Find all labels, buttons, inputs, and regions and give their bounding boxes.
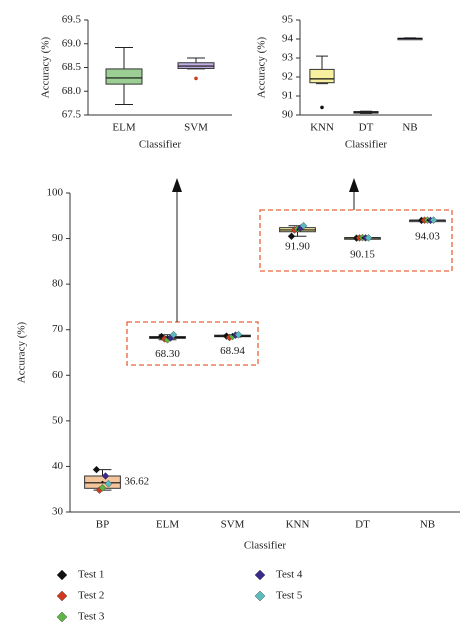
legend-marker	[56, 590, 68, 602]
y-tick-label: 92	[282, 71, 293, 83]
y-tick-label: 80	[52, 278, 64, 290]
y-tick-label: 67.5	[62, 109, 82, 121]
y-tick-label: 68.5	[62, 61, 82, 73]
test-point	[169, 330, 178, 339]
box	[309, 68, 335, 84]
x-tick-label: SVM	[184, 122, 208, 134]
y-tick-label: 90	[52, 232, 64, 244]
mean-label: 68.30	[155, 348, 180, 360]
legend-label: Test 2	[78, 590, 104, 602]
mean-marker	[166, 336, 169, 339]
y-tick-label: 95	[282, 14, 294, 26]
x-tick-label: BP	[96, 519, 109, 531]
y-tick-label: 90	[282, 109, 294, 121]
test-point	[429, 216, 438, 224]
test-point	[299, 222, 308, 230]
arrow-head	[349, 178, 359, 192]
x-tick-label: NB	[420, 519, 435, 531]
y-axis-label: Accuracy (%)	[256, 36, 268, 98]
mean-label: 36.62	[124, 475, 149, 487]
test-point	[287, 232, 296, 241]
legend-marker	[56, 611, 68, 623]
mean-marker	[296, 228, 299, 231]
mean-label: 68.94	[220, 345, 245, 357]
x-tick-label: KNN	[310, 122, 334, 134]
highlight-box	[126, 321, 259, 366]
legend-marker	[56, 569, 68, 581]
x-tick-label: KNN	[286, 519, 310, 531]
test-point	[104, 479, 113, 488]
y-tick-label: 60	[52, 369, 64, 381]
y-tick-label: 93	[282, 52, 294, 64]
y-tick-label: 70	[52, 323, 64, 335]
legend-marker	[254, 569, 266, 581]
mean-marker	[231, 333, 234, 336]
test-point	[92, 465, 101, 474]
y-tick-label: 91	[282, 90, 293, 102]
x-tick-label: NB	[402, 122, 417, 134]
x-axis-label: Classifier	[139, 139, 181, 151]
outlier	[320, 105, 324, 110]
highlight-box	[259, 209, 453, 272]
y-tick-label: 30	[52, 506, 64, 518]
x-tick-label: DT	[359, 122, 374, 134]
y-tick-label: 69.5	[62, 14, 82, 26]
outlier	[194, 76, 198, 81]
y-tick-label: 50	[52, 414, 64, 426]
x-tick-label: DT	[355, 519, 370, 531]
y-tick-label: 100	[47, 187, 64, 199]
arrow-head	[172, 178, 182, 192]
x-tick-label: ELM	[156, 519, 179, 531]
x-axis-label: Classifier	[345, 139, 387, 151]
x-tick-label: SVM	[221, 519, 245, 531]
y-tick-label: 68.0	[62, 85, 82, 97]
test-point	[234, 330, 243, 339]
box	[105, 68, 143, 85]
mean-marker	[426, 219, 429, 222]
mean-marker	[361, 236, 364, 239]
legend-label: Test 4	[276, 569, 303, 581]
legend-label: Test 1	[78, 569, 104, 581]
legend-label: Test 5	[276, 590, 303, 602]
test-point	[101, 472, 110, 480]
mean-label: 94.03	[415, 231, 440, 243]
test-point	[364, 234, 373, 242]
y-axis-label: Accuracy (%)	[16, 321, 28, 383]
legend-marker	[254, 590, 266, 602]
mean-label: 91.90	[285, 240, 310, 252]
y-tick-label: 69.0	[62, 37, 82, 49]
legend-label: Test 3	[78, 611, 105, 623]
test-point	[98, 484, 107, 492]
x-tick-label: ELM	[112, 122, 135, 134]
x-axis-label: Classifier	[244, 540, 286, 552]
y-axis-label: Accuracy (%)	[40, 36, 52, 98]
mean-label: 90.15	[350, 248, 375, 260]
mean-marker	[101, 480, 104, 483]
y-tick-label: 40	[52, 460, 64, 472]
y-tick-label: 94	[282, 33, 294, 45]
